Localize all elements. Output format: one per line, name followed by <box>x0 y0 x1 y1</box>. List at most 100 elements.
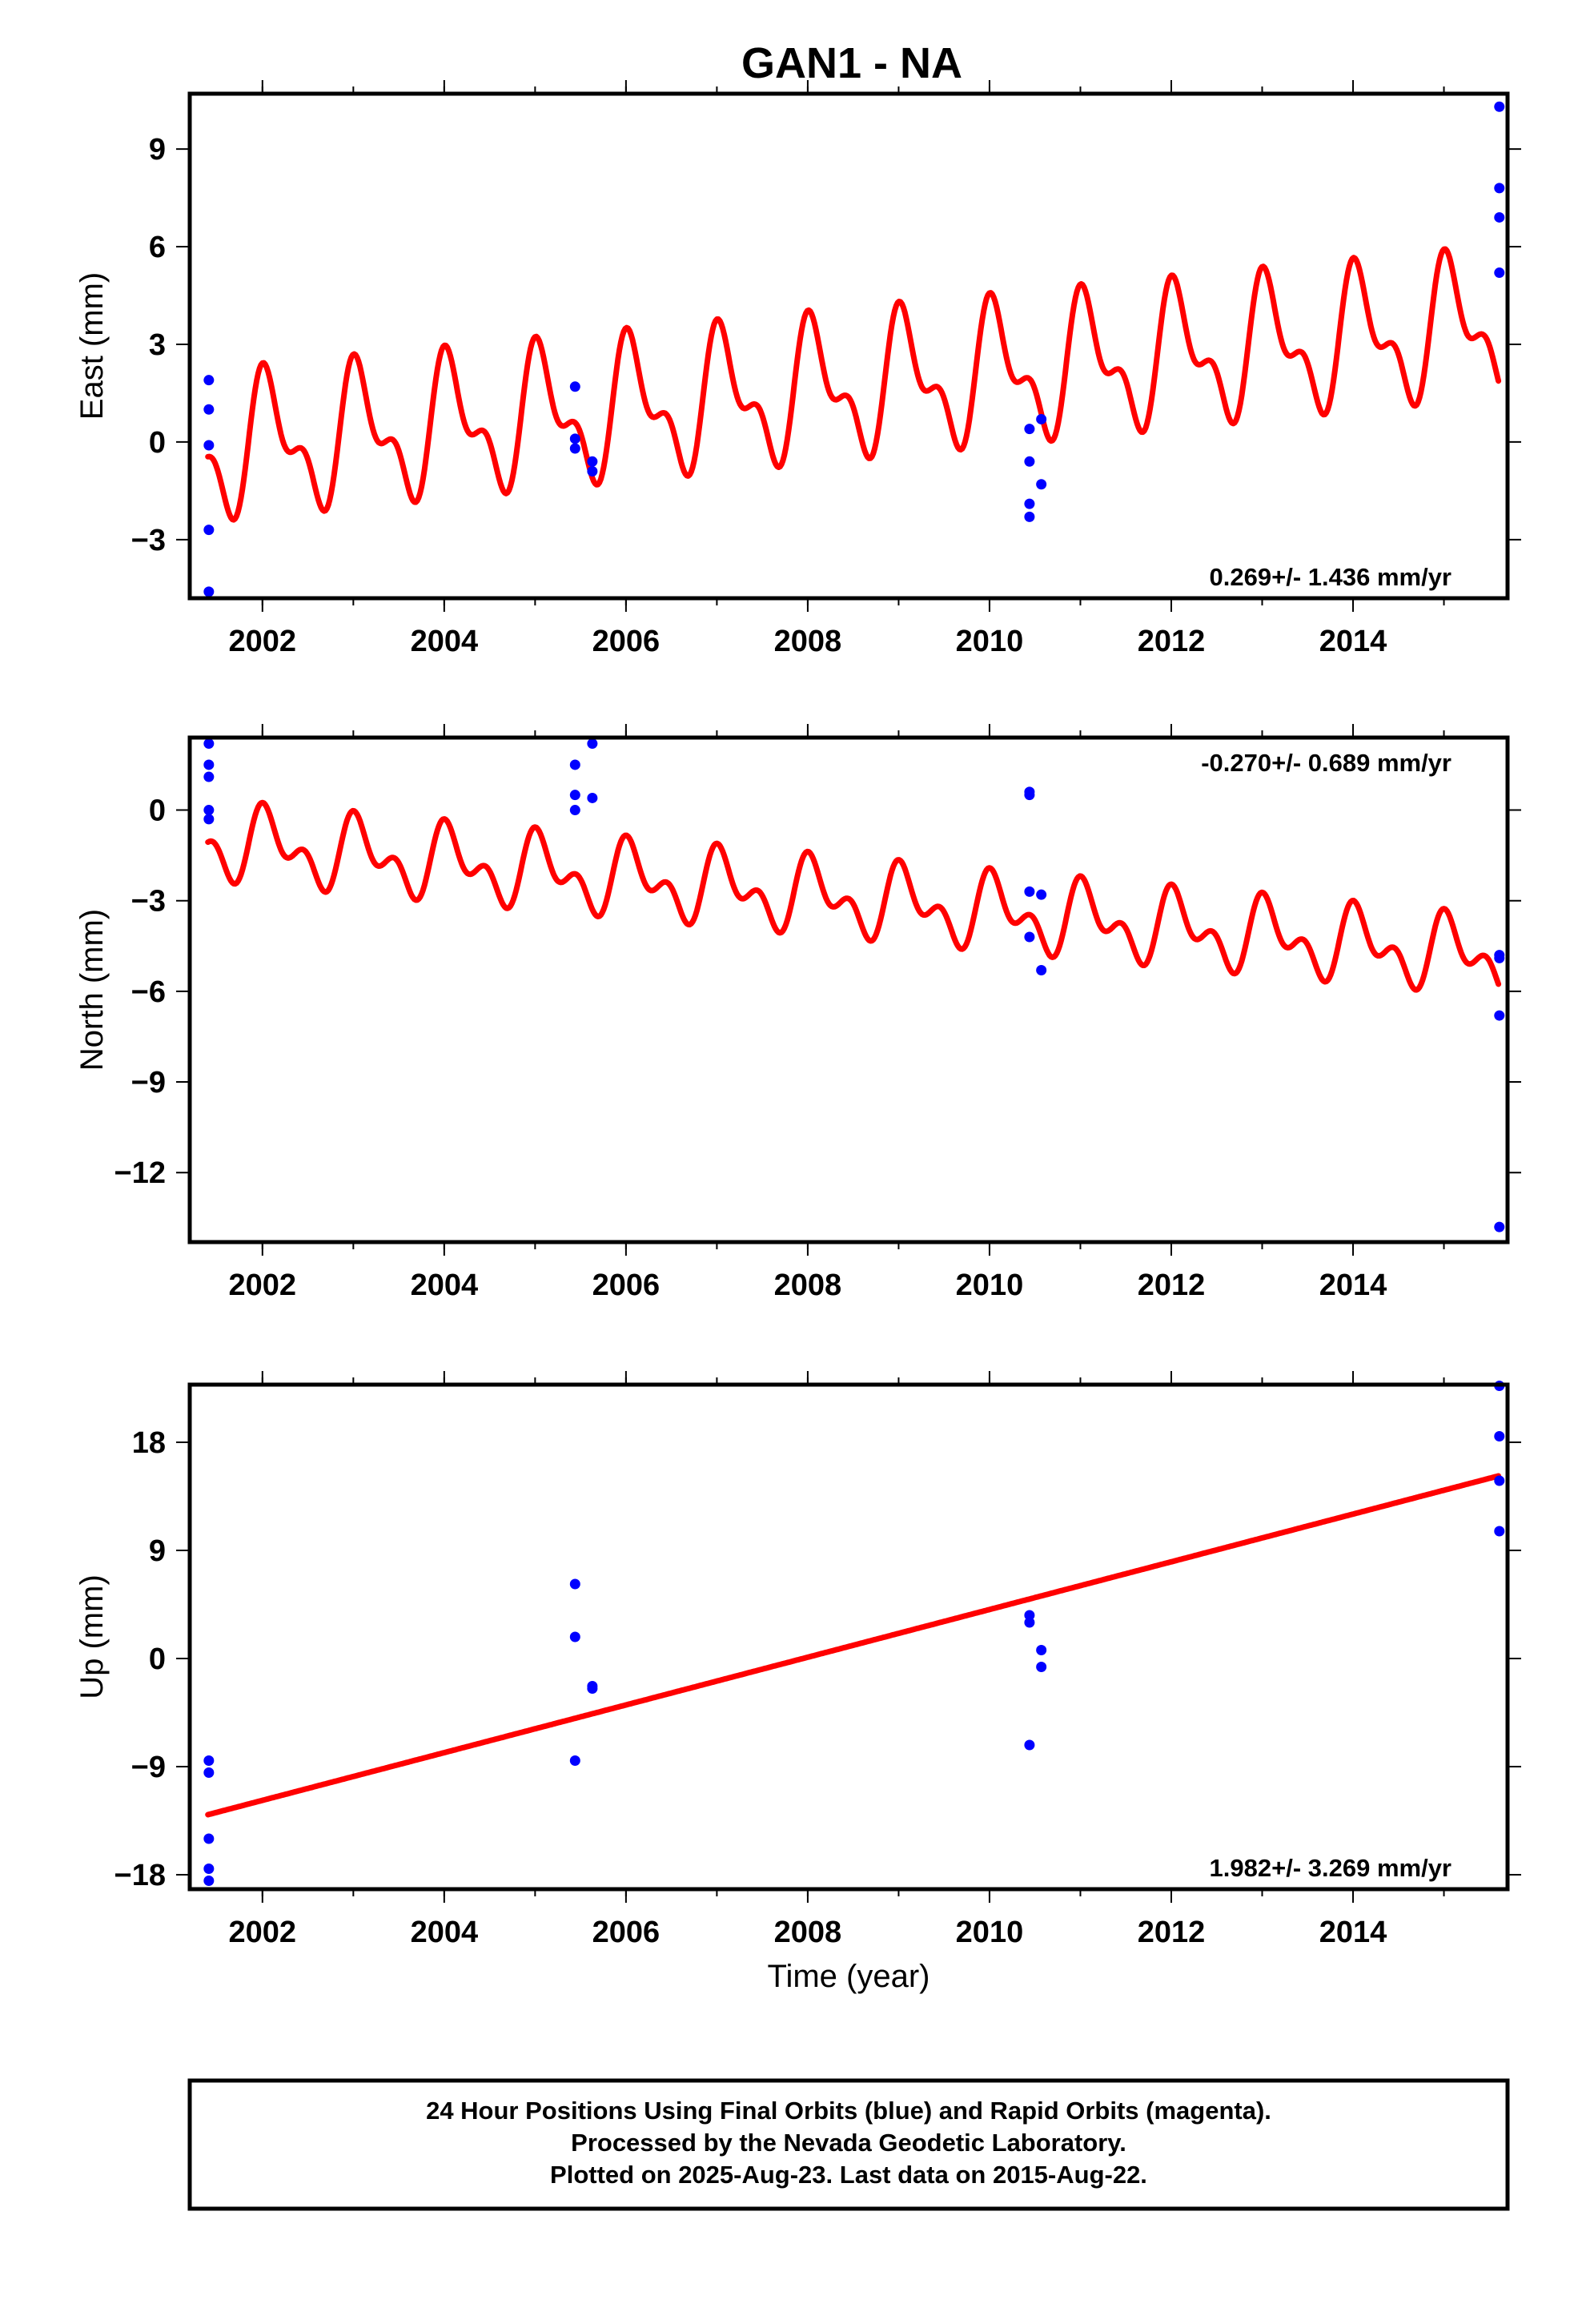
footer-line-1: 24 Hour Positions Using Final Orbits (bl… <box>426 2097 1271 2125</box>
up-panel: 2002 2004 2006 2008 2010 2012 2014 −18 −9 0 9 18 1.9… <box>74 1371 1521 1994</box>
east-y-tick-label: −3 <box>131 524 166 557</box>
north-data-point <box>587 738 598 750</box>
east-data-point <box>1494 101 1505 112</box>
up-data-point <box>203 1833 215 1844</box>
east-x-tick-label: 2006 <box>592 625 661 658</box>
north-y-tick-label: −12 <box>114 1156 166 1190</box>
north-y-tick-label: −9 <box>131 1066 166 1100</box>
north-data-point <box>1024 790 1035 801</box>
north-data-point <box>569 759 580 770</box>
east-data-point <box>569 443 580 454</box>
east-data-point <box>1024 511 1035 522</box>
north-data-point <box>1494 952 1505 963</box>
north-panel: 2002 2004 2006 2008 2010 2012 2014 −12 −9 −6 −3 0 -0… <box>74 724 1521 1302</box>
up-data-point <box>1494 1526 1505 1537</box>
up-x-tick-label: 2006 <box>592 1916 661 1949</box>
north-data-point <box>1024 886 1035 897</box>
east-y-tick-label: 9 <box>149 133 166 167</box>
north-y-tick-label: 0 <box>149 794 166 828</box>
footer-line-3: Plotted on 2025-Aug-23. Last data on 201… <box>550 2161 1147 2189</box>
up-x-tick-label: 2014 <box>1319 1916 1387 1949</box>
north-data-point <box>1024 931 1035 943</box>
east-rate-label: 0.269+/- 1.436 mm/yr <box>1210 563 1452 591</box>
up-data-point <box>1036 1662 1047 1672</box>
up-data-point <box>203 1767 215 1778</box>
up-y-tick-label: −18 <box>114 1859 166 1892</box>
east-data-point <box>587 456 598 467</box>
east-panel: 2002 2004 2006 2008 2010 2012 2014 −3 0 3 6 9 0.269+… <box>74 80 1521 658</box>
up-data-point <box>569 1755 580 1766</box>
east-data-point <box>1024 424 1035 435</box>
figure-title: GAN1 - NA <box>741 39 962 87</box>
east-x-tick-label: 2002 <box>229 625 297 658</box>
up-x-tick-label: 2010 <box>956 1916 1024 1949</box>
north-y-tick-label: −6 <box>131 975 166 1009</box>
east-data-point <box>569 433 580 444</box>
east-data-point <box>1494 183 1505 194</box>
up-plot-frame <box>187 1382 1510 1892</box>
north-data-point <box>1494 1221 1505 1232</box>
up-y-axis-label: Up (mm) <box>74 1574 110 1699</box>
east-data-point <box>569 381 580 392</box>
east-model-curve <box>205 246 1502 523</box>
east-data-point <box>1494 267 1505 279</box>
up-rate-label: 1.982+/- 3.269 mm/yr <box>1210 1854 1452 1882</box>
north-plot-frame <box>187 735 1510 1244</box>
north-y-tick-label: −3 <box>131 885 166 919</box>
east-x-tick-label: 2004 <box>411 625 479 658</box>
north-data-point <box>569 790 580 801</box>
east-plot-frame <box>187 91 1510 601</box>
up-data-point <box>1494 1431 1505 1441</box>
north-data-point <box>1036 964 1047 975</box>
up-x-axis-label: Time (year) <box>768 1959 930 1994</box>
east-y-tick-label: 3 <box>149 328 166 362</box>
north-rate-label: -0.270+/- 0.689 mm/yr <box>1201 749 1452 777</box>
up-y-tick-label: 18 <box>132 1426 166 1460</box>
north-x-tick-label: 2004 <box>411 1269 479 1302</box>
up-data-point <box>1024 1617 1035 1628</box>
east-data-point <box>203 586 215 597</box>
up-model-curve <box>205 1473 1502 1818</box>
up-data-point <box>569 1631 580 1642</box>
north-y-axis-label: North (mm) <box>74 909 110 1071</box>
north-x-tick-label: 2008 <box>774 1269 842 1302</box>
east-data-point <box>587 465 598 476</box>
east-data-point <box>203 525 215 536</box>
east-y-tick-label: 0 <box>149 426 166 460</box>
east-y-axis-label: East (mm) <box>74 272 110 420</box>
north-x-tick-label: 2006 <box>592 1269 661 1302</box>
up-x-tick-label: 2008 <box>774 1916 842 1949</box>
north-data-point <box>587 792 598 803</box>
up-data-point <box>569 1578 580 1590</box>
up-data-point <box>203 1864 215 1874</box>
north-data-point <box>203 805 215 816</box>
north-data-point <box>203 771 215 782</box>
east-y-tick-label: 6 <box>149 231 166 264</box>
east-data-point <box>1036 413 1047 424</box>
north-model-curve <box>205 799 1502 993</box>
east-data-point <box>203 375 215 386</box>
east-data-point <box>203 440 215 451</box>
up-data-point <box>203 1755 215 1766</box>
east-x-tick-label: 2008 <box>774 625 842 658</box>
north-x-tick-label: 2002 <box>229 1269 297 1302</box>
north-x-tick-label: 2012 <box>1138 1269 1206 1302</box>
up-y-tick-label: 0 <box>149 1642 166 1676</box>
footer-frame <box>187 2078 1510 2211</box>
north-data-point <box>203 759 215 770</box>
up-data-point <box>1024 1610 1035 1621</box>
north-x-tick-label: 2014 <box>1319 1269 1387 1302</box>
up-y-tick-label: −9 <box>131 1751 166 1784</box>
up-x-tick-label: 2004 <box>411 1916 479 1949</box>
east-x-tick-label: 2014 <box>1319 625 1387 658</box>
east-x-tick-label: 2010 <box>956 625 1024 658</box>
north-data-point <box>203 738 215 750</box>
up-x-tick-label: 2002 <box>229 1916 297 1949</box>
north-data-point <box>1494 1010 1505 1021</box>
up-data-point <box>203 1876 215 1886</box>
east-data-point <box>203 404 215 415</box>
up-data-point <box>1036 1645 1047 1655</box>
up-y-tick-label: 9 <box>149 1534 166 1568</box>
up-data-point <box>587 1683 598 1694</box>
